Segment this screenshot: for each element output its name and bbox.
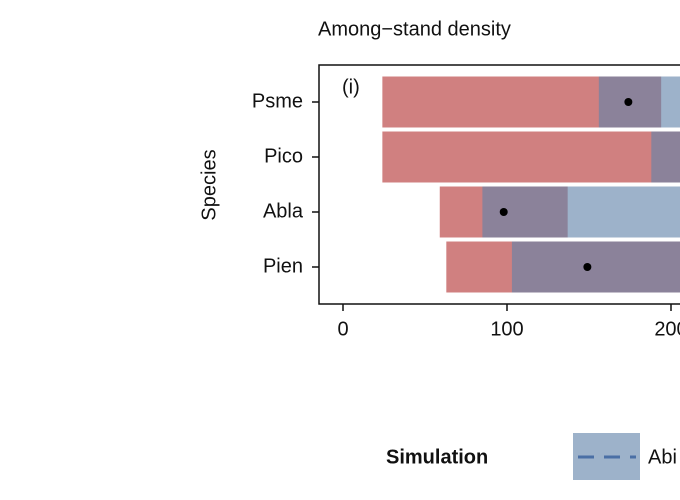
panel-label: (i) xyxy=(342,76,360,98)
y-axis-label: Species xyxy=(198,149,220,220)
chart-title: Among−stand density xyxy=(318,18,511,40)
range-bar xyxy=(511,241,680,293)
mean-dot xyxy=(499,208,508,216)
y-tick-label: Psme xyxy=(252,90,303,112)
x-tick-label: 0 xyxy=(337,318,348,340)
range-bar xyxy=(482,186,680,238)
range-bar xyxy=(651,131,680,183)
mean-dot xyxy=(583,263,592,271)
y-tick-label: Abla xyxy=(263,200,304,222)
range-bar xyxy=(598,76,680,128)
legend-title: Simulation xyxy=(386,446,488,468)
x-tick-label: 200 xyxy=(654,318,680,340)
y-tick-label: Pien xyxy=(263,255,303,277)
plot-frame xyxy=(318,64,680,305)
legend-label: Abi xyxy=(648,446,677,468)
mean-dot xyxy=(624,98,633,106)
x-tick-label: 100 xyxy=(490,318,523,340)
range-bar xyxy=(382,131,680,183)
y-tick-label: Pico xyxy=(264,145,303,167)
